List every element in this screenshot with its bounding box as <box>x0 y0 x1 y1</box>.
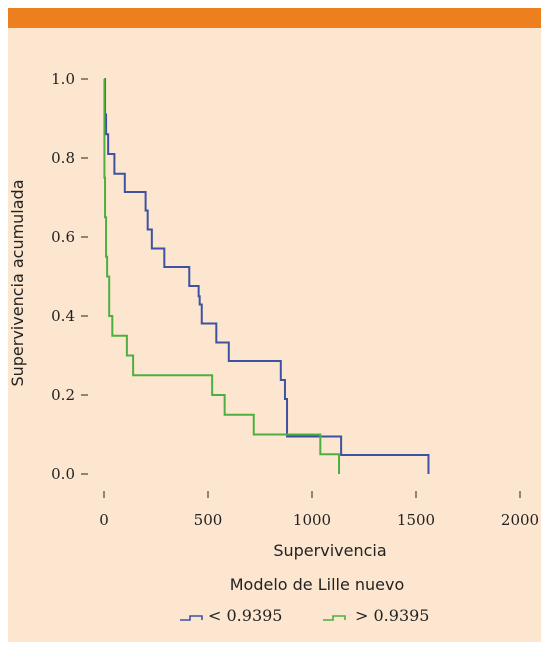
x-tick-label: 1000 <box>293 511 331 529</box>
y-tick-label: 0.2 <box>51 386 75 404</box>
legend-title: Modelo de Lille nuevo <box>230 575 405 594</box>
x-tick-label: 1500 <box>397 511 435 529</box>
y-tick-label: 0.4 <box>51 307 75 325</box>
y-tick-label: 0.6 <box>51 228 75 246</box>
legend: < 0.9395 > 0.9395 <box>180 606 429 625</box>
y-tick-label: 1.0 <box>51 70 75 88</box>
series-line-high <box>103 78 341 474</box>
legend-swatch-low <box>180 615 203 621</box>
x-tick-label: 0 <box>99 511 109 529</box>
legend-label-high: > 0.9395 <box>355 606 429 625</box>
x-axis-title: Supervivencia <box>273 541 386 560</box>
y-tick-label: 0.8 <box>51 149 75 167</box>
series-line-low <box>104 78 430 474</box>
x-tick-label: 2000 <box>501 511 539 529</box>
x-tick-label: 500 <box>194 511 223 529</box>
axis-ticks: 0 500 1000 1500 2000 0.0 0.2 0.4 0.6 0.8 1.0 <box>51 70 539 529</box>
figure-panel <box>8 28 541 642</box>
y-tick-label: 0.0 <box>51 465 75 483</box>
series-layer <box>103 78 430 474</box>
header-bar <box>8 8 541 28</box>
legend-label-low: < 0.9395 <box>208 606 282 625</box>
y-axis-title: Supervivencia acumulada <box>8 179 27 386</box>
legend-swatch-high <box>323 615 346 621</box>
